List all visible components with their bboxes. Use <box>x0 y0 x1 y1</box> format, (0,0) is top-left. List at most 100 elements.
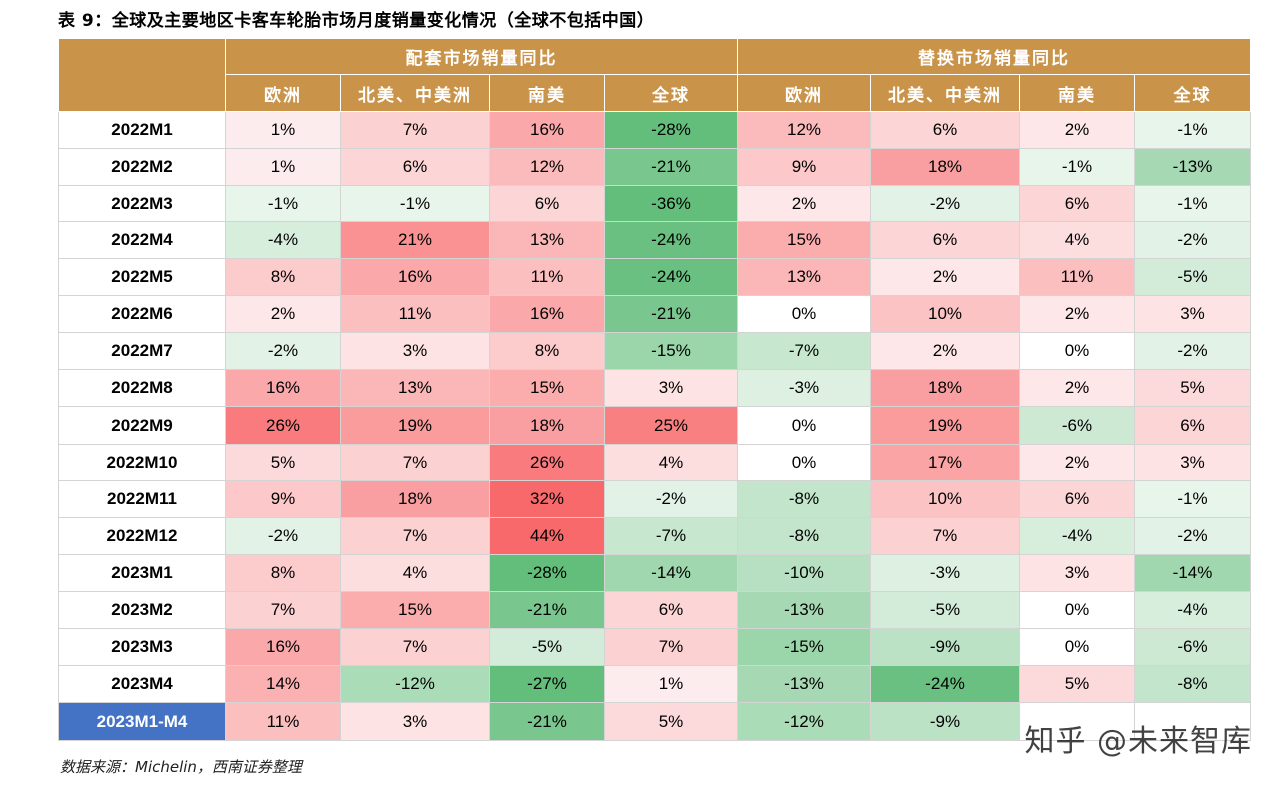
column-header: 全球 <box>1134 74 1251 112</box>
value-cell: 3% <box>340 332 490 370</box>
value-cell <box>1134 702 1251 741</box>
table-row: 2023M1-M4 11% 3% -21% 5% -12% -9% <box>58 702 1251 741</box>
value-cell: 5% <box>604 702 738 741</box>
row-label: 2023M3 <box>58 628 226 666</box>
value-cell: 7% <box>870 517 1020 555</box>
value-cell: -2% <box>870 185 1020 222</box>
value-cell: 11% <box>489 258 605 296</box>
value-cell: 16% <box>489 295 605 333</box>
value-cell: -8% <box>1134 665 1251 703</box>
value-cell: -5% <box>1134 258 1251 296</box>
value-cell: -24% <box>604 221 738 259</box>
source-note: 数据来源：Michelin，西南证券整理 <box>60 758 302 776</box>
value-cell: -6% <box>1134 628 1251 666</box>
value-cell: -27% <box>489 665 605 703</box>
table-row: 2022M1 1% 7% 16% -28% 12% 6% 2% -1% <box>58 111 1251 149</box>
value-cell: -13% <box>737 591 871 629</box>
value-cell: 11% <box>225 702 341 741</box>
column-header: 南美 <box>1019 74 1135 112</box>
value-cell: 13% <box>489 221 605 259</box>
value-cell: -10% <box>737 554 871 592</box>
group-header-oe: 配套市场销量同比 <box>225 38 738 75</box>
value-cell: -24% <box>870 665 1020 703</box>
value-cell: 17% <box>870 444 1020 481</box>
value-cell: 18% <box>489 406 605 445</box>
value-cell: 1% <box>225 111 341 149</box>
value-cell: -4% <box>1019 517 1135 555</box>
value-cell: 6% <box>1019 185 1135 222</box>
value-cell: -5% <box>489 628 605 666</box>
row-label: 2022M3 <box>58 185 226 222</box>
value-cell: -1% <box>1134 480 1251 518</box>
value-cell: 8% <box>225 554 341 592</box>
table-row: 2022M5 8% 16% 11% -24% 13% 2% 11% -5% <box>58 258 1251 296</box>
row-label: 2023M1-M4 <box>58 702 226 741</box>
table-row: 2023M3 16% 7% -5% 7% -15% -9% 0% -6% <box>58 628 1251 666</box>
column-header: 全球 <box>604 74 738 112</box>
value-cell: -21% <box>489 591 605 629</box>
value-cell: 15% <box>340 591 490 629</box>
value-cell: 4% <box>604 444 738 481</box>
column-header: 南美 <box>489 74 605 112</box>
row-label: 2022M11 <box>58 480 226 518</box>
value-cell: -2% <box>1134 221 1251 259</box>
watermark: 知乎 @未来智库 <box>1024 724 1252 759</box>
sales-table: 配套市场销量同比 替换市场销量同比 欧洲 北美、中美洲 南美 全球 欧洲 北美、中美洲 南美… <box>58 38 1251 741</box>
value-cell: 6% <box>870 111 1020 149</box>
table-title: 表 9：全球及主要地区卡客车轮胎市场月度销量变化情况（全球不包括中国） <box>58 11 655 31</box>
value-cell: 16% <box>225 628 341 666</box>
value-cell: -7% <box>737 332 871 370</box>
value-cell: 21% <box>340 221 490 259</box>
value-cell: -4% <box>1134 591 1251 629</box>
row-label: 2023M2 <box>58 591 226 629</box>
value-cell: 7% <box>225 591 341 629</box>
value-cell: 3% <box>340 702 490 741</box>
row-label: 2022M7 <box>58 332 226 370</box>
table-row: 2023M4 14% -12% -27% 1% -13% -24% 5% -8% <box>58 665 1251 703</box>
value-cell: 7% <box>340 517 490 555</box>
value-cell: -15% <box>737 628 871 666</box>
value-cell: -15% <box>604 332 738 370</box>
value-cell: 19% <box>870 406 1020 445</box>
value-cell: 14% <box>225 665 341 703</box>
table-row: 2023M1 8% 4% -28% -14% -10% -3% 3% -14% <box>58 554 1251 592</box>
value-cell: 2% <box>870 258 1020 296</box>
table-row: 2022M12 -2% 7% 44% -7% -8% 7% -4% -2% <box>58 517 1251 555</box>
row-label: 2022M9 <box>58 406 226 445</box>
value-cell: 2% <box>1019 369 1135 407</box>
value-cell: -3% <box>737 369 871 407</box>
table-row: 2022M2 1% 6% 12% -21% 9% 18% -1% -13% <box>58 148 1251 186</box>
value-cell: -6% <box>1019 406 1135 445</box>
header-corner <box>58 38 226 112</box>
value-cell: -1% <box>340 185 490 222</box>
value-cell: 10% <box>870 295 1020 333</box>
value-cell <box>1019 702 1135 741</box>
row-label: 2023M1 <box>58 554 226 592</box>
value-cell: -1% <box>1134 185 1251 222</box>
value-cell: 0% <box>1019 628 1135 666</box>
value-cell: 9% <box>737 148 871 186</box>
value-cell: 3% <box>1019 554 1135 592</box>
value-cell: 16% <box>225 369 341 407</box>
value-cell: -4% <box>225 221 341 259</box>
table-row: 2022M6 2% 11% 16% -21% 0% 10% 2% 3% <box>58 295 1251 333</box>
table-row: 2022M4 -4% 21% 13% -24% 15% 6% 4% -2% <box>58 221 1251 259</box>
value-cell: 2% <box>1019 444 1135 481</box>
value-cell: 1% <box>225 148 341 186</box>
column-header: 欧洲 <box>737 74 871 112</box>
table-row: 2022M9 26% 19% 18% 25% 0% 19% -6% 6% <box>58 406 1251 445</box>
value-cell: 13% <box>340 369 490 407</box>
value-cell: 12% <box>737 111 871 149</box>
value-cell: 6% <box>604 591 738 629</box>
row-label: 2022M6 <box>58 295 226 333</box>
value-cell: 6% <box>340 148 490 186</box>
value-cell: 8% <box>225 258 341 296</box>
value-cell: 6% <box>1134 406 1251 445</box>
value-cell: 3% <box>1134 295 1251 333</box>
value-cell: -36% <box>604 185 738 222</box>
value-cell: 15% <box>489 369 605 407</box>
column-header: 欧洲 <box>225 74 341 112</box>
value-cell: 1% <box>604 665 738 703</box>
value-cell: -9% <box>870 628 1020 666</box>
value-cell: 25% <box>604 406 738 445</box>
